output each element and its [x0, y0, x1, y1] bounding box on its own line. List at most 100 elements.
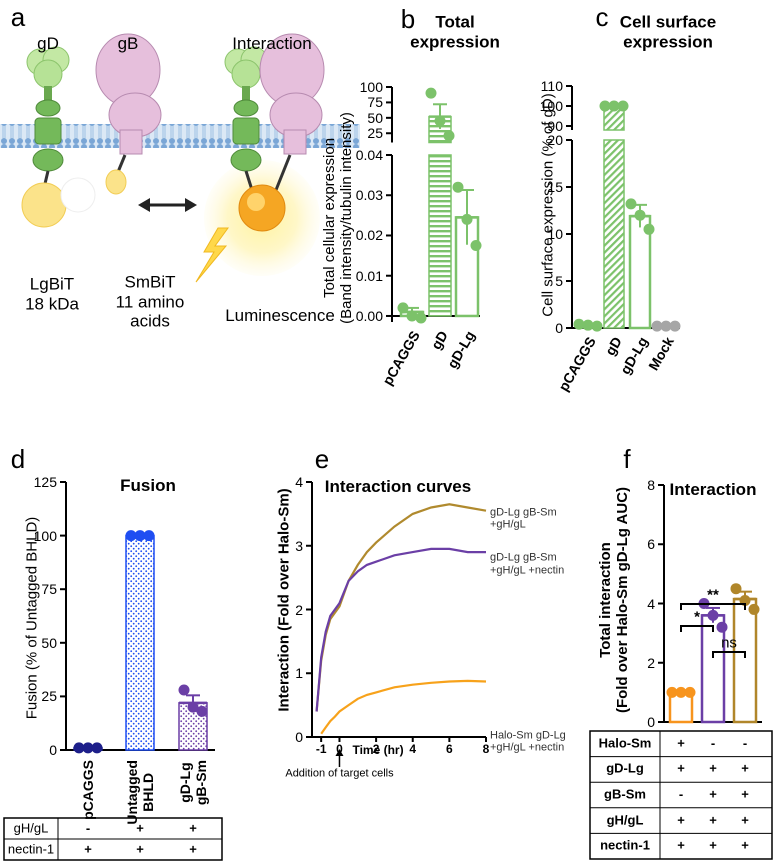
y-tick-label: 0.04 [355, 146, 383, 163]
table-cell: + [189, 820, 197, 836]
bar-chart [566, 85, 681, 332]
data-point [73, 742, 85, 754]
y-tick-label: 8 [647, 476, 655, 493]
y-tick-label: 2 [647, 654, 655, 671]
data-point [143, 530, 155, 542]
data-point [599, 100, 611, 112]
series-line [320, 679, 487, 735]
data-point [748, 603, 760, 615]
data-point [470, 240, 482, 252]
bar [125, 534, 155, 751]
diagram [0, 33, 360, 283]
table-cell: + [136, 841, 144, 857]
table-cell: - [678, 786, 684, 802]
x-tick-label: 8 [482, 742, 490, 757]
significance-bracket [680, 603, 746, 610]
x-tick-label: pCAGGS [79, 760, 96, 820]
y-tick-label: 50 [367, 109, 383, 126]
data-point [591, 320, 603, 332]
gb-protein [95, 33, 162, 195]
bar-chart [589, 484, 773, 860]
chart-title: Fusion [120, 476, 176, 496]
y-tick-label: 0 [555, 319, 563, 336]
table-cell: + [741, 760, 749, 776]
table-cell: + [677, 837, 685, 853]
y-tick-label: 50 [41, 634, 57, 651]
y-tick-label: 3 [295, 537, 303, 554]
x-tick-label: -1 [315, 742, 327, 757]
y-tick-label: 4 [647, 595, 655, 612]
significance-bracket [680, 625, 714, 632]
y-tick-label: 20 [547, 131, 563, 148]
y-tick-label: 0.02 [355, 227, 383, 244]
y-tick-label: 25 [367, 125, 383, 142]
chart-title: Cell surface expression [619, 12, 717, 51]
annotation: Addition of target cells [285, 767, 394, 780]
y-tick-label: 0 [295, 728, 303, 745]
series-label: gD-Lg gB-Sm +gH/gL +nectin [490, 551, 565, 577]
data-point [91, 742, 103, 754]
data-point [134, 530, 146, 542]
y-tick-label: 0.03 [355, 187, 383, 204]
luminescence-label: Luminescence [225, 306, 335, 326]
chart-title: Interaction curves [324, 477, 472, 497]
y-tick-label: 5 [555, 272, 563, 289]
data-point [666, 686, 678, 698]
table-cell: + [677, 760, 685, 776]
table-cell: + [741, 812, 749, 828]
table-cell: + [677, 735, 685, 751]
data-point [625, 198, 637, 210]
y-tick-label: 10 [547, 225, 563, 242]
data-point [675, 686, 687, 698]
bar [428, 154, 452, 317]
data-point [196, 705, 208, 717]
table-cell: - [85, 820, 91, 836]
significance-bracket [712, 651, 746, 658]
panel-label: e [314, 444, 330, 475]
data-point [651, 320, 663, 332]
y-tick-label: 100 [539, 97, 563, 114]
data-point [187, 701, 199, 713]
y-tick-label: 1 [295, 665, 303, 682]
table-row-label: gH/gL [13, 820, 49, 836]
table-border [589, 730, 773, 860]
bar [732, 597, 758, 724]
table-row-label: nectin-1 [600, 837, 650, 853]
table-row-label: Halo-Sm [598, 735, 652, 751]
table-cell: + [136, 820, 144, 836]
y-tick-label: 15 [547, 178, 563, 195]
table-cell: + [709, 837, 717, 853]
data-point [461, 213, 473, 225]
data-point [573, 318, 585, 330]
table-row-label: gD-Lg [606, 760, 644, 776]
data-point [178, 684, 190, 696]
data-point [582, 319, 594, 331]
y-axis-label: Total cellular expression (Band intensit… [320, 112, 355, 324]
gd-protein [21, 46, 96, 228]
data-point [684, 686, 696, 698]
data-point [406, 310, 418, 322]
panel-label: d [10, 444, 26, 475]
x-tick-label: 0 [336, 742, 343, 757]
x-tick-label: 2 [372, 742, 380, 757]
y-tick-label: 100 [33, 527, 57, 544]
y-tick-label: 0.01 [355, 267, 383, 284]
y-tick-label: 0 [647, 713, 655, 730]
double-arrow [138, 198, 197, 212]
x-tick-label: Untagged BHLD [123, 760, 156, 825]
data-point [730, 583, 742, 595]
line-chart [306, 481, 487, 767]
panel-label: b [400, 4, 416, 35]
y-tick-label: 100 [359, 78, 383, 95]
protein-label: Interaction [232, 34, 312, 54]
data-point [660, 320, 672, 332]
lgbit-label: LgBiT 18 kDa [25, 274, 79, 313]
table-cell: + [677, 812, 685, 828]
data-point [634, 209, 646, 221]
panel-label: a [10, 2, 26, 33]
y-tick-label: 25 [41, 688, 57, 705]
table-cell: + [741, 837, 749, 853]
data-point [617, 100, 629, 112]
x-tick-label: 4 [409, 742, 417, 757]
